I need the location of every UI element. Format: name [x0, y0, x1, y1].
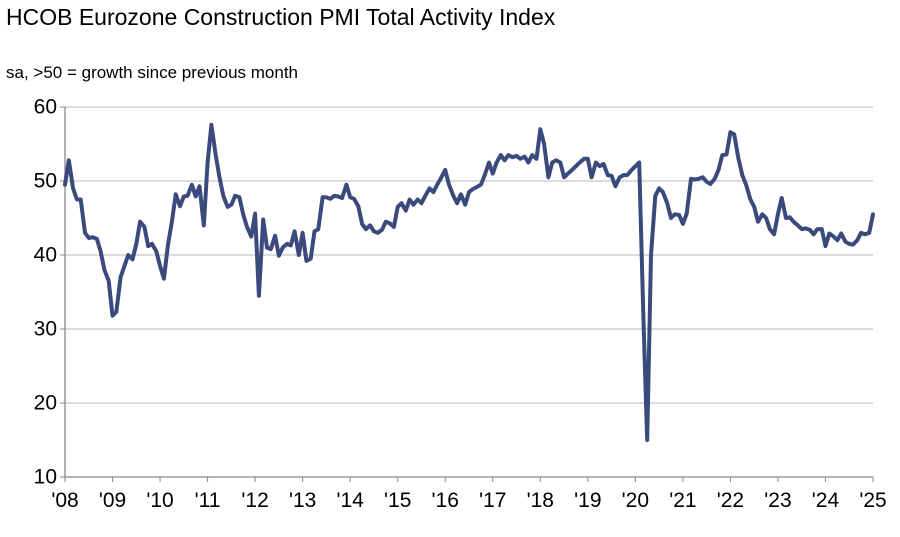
x-tick-label-13: '21 [669, 489, 696, 512]
series-group [63, 122, 875, 442]
x-tick-label-14: '22 [717, 489, 744, 512]
y-axis-ticks: 10 20 30 40 50 60 [34, 96, 57, 489]
x-tick-label-9: '17 [479, 489, 506, 512]
axes [60, 106, 874, 482]
x-tick-label-4: '12 [241, 489, 268, 512]
y-tick-label-30: 30 [34, 318, 57, 341]
y-tick-label-10: 10 [34, 466, 57, 489]
y-tick-label-40: 40 [34, 244, 57, 267]
x-tick-label-11: '19 [574, 489, 601, 512]
y-tick-label-20: 20 [34, 392, 57, 415]
x-tick-label-17: '25 [859, 489, 886, 512]
x-tick-label-2: '10 [146, 489, 173, 512]
x-tick-label-3: '11 [195, 489, 221, 512]
chart-subtitle: sa, >50 = growth since previous month [6, 63, 298, 82]
x-tick-label-1: '09 [99, 489, 126, 512]
x-tick-label-5: '13 [289, 489, 316, 512]
x-tick-label-15: '23 [764, 489, 791, 512]
x-axis-ticks: '08 '09 '10 '11 '12 '13 '14 '15 '16 '17 '18 '19 '20 '… [51, 489, 886, 512]
x-tick-label-7: '15 [384, 489, 411, 512]
gridlines [65, 106, 873, 404]
x-tick-label-6: '14 [336, 489, 364, 512]
series-line-0 [63, 122, 875, 442]
chart-title: HCOB Eurozone Construction PMI Total Act… [6, 4, 556, 30]
x-tick-label-8: '16 [432, 489, 459, 512]
x-tick-label-12: '20 [622, 489, 649, 512]
y-tick-label-50: 50 [34, 170, 57, 193]
x-tick-label-16: '24 [812, 489, 840, 512]
x-tick-label-10: '18 [527, 489, 554, 512]
y-tick-label-60: 60 [34, 96, 57, 119]
x-tick-label-0: '08 [51, 489, 78, 512]
